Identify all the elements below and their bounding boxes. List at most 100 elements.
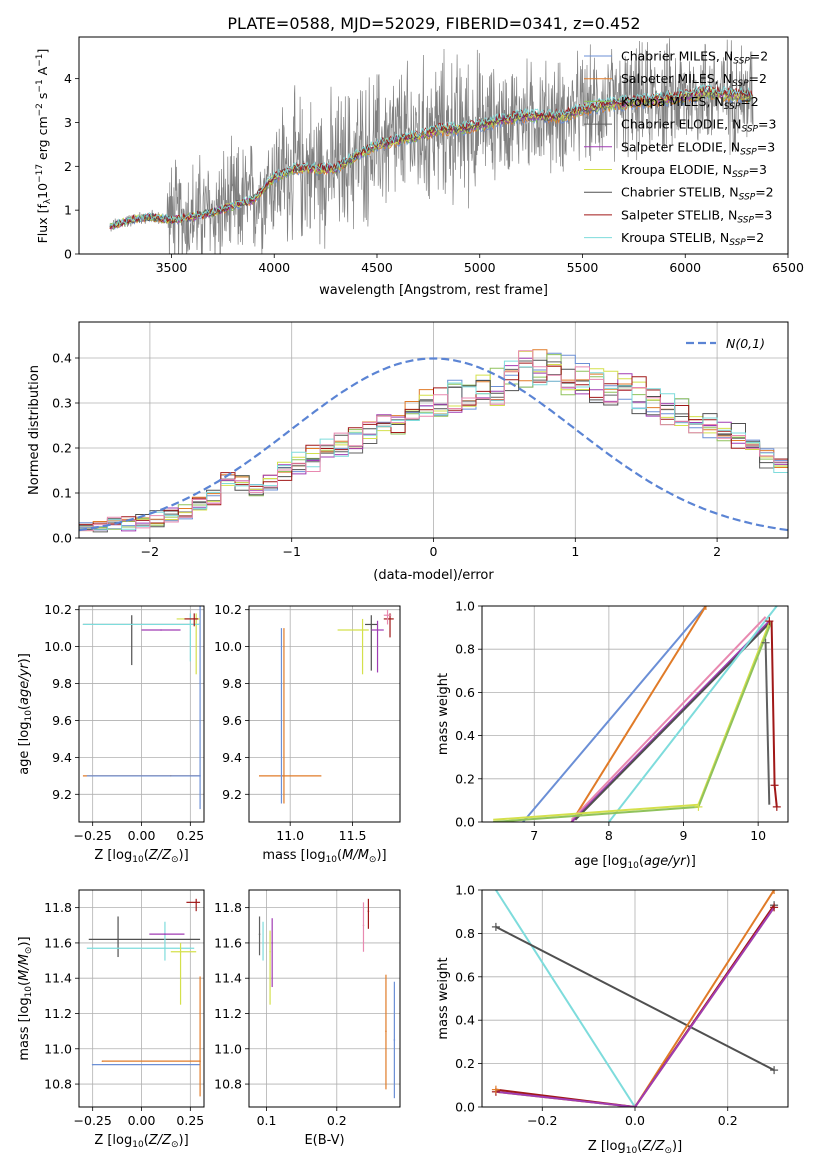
- data-point: [362, 924, 365, 927]
- y-tick-label: 11.8: [214, 900, 242, 915]
- legend-main: Kroupa ELODIE, N: [621, 162, 732, 177]
- label-part: A: [35, 66, 50, 79]
- y-tick-label: 0.3: [52, 396, 72, 411]
- y-tick-label: 0.6: [455, 969, 475, 984]
- y-tick-label: 11.2: [214, 1006, 242, 1021]
- y-tick-label: 9.8: [222, 676, 242, 691]
- y-tick-label: 1.0: [455, 599, 475, 614]
- legend-sub: SSP: [733, 57, 750, 67]
- data-point: [199, 1060, 201, 1062]
- y-tick-label: 11.2: [44, 1006, 72, 1021]
- x-tick-label: 0.00: [128, 828, 156, 843]
- label-part: 10: [627, 861, 639, 871]
- y-tick-label: 10.2: [214, 602, 242, 617]
- legend-tail: =2: [740, 94, 758, 109]
- legend-label: Kroupa MILES, NSSP=2: [621, 94, 759, 112]
- legend-main: Chabrier ELODIE, N: [621, 117, 741, 132]
- axes-frame: [248, 605, 401, 823]
- label-part: 10: [24, 710, 34, 722]
- y-tick-label: 9.4: [222, 750, 242, 765]
- legend-label: Salpeter ELODIE, NSSP=3: [621, 139, 775, 157]
- label-part: −1: [35, 54, 45, 67]
- y-tick-label: 11.6: [44, 935, 72, 950]
- legend-main: Salpeter MILES, N: [621, 71, 732, 86]
- legend-label: N(0,1): [726, 336, 765, 351]
- data-point: [164, 947, 166, 950]
- y-tick-label: 0.8: [455, 642, 475, 657]
- legend-sub: SSP: [741, 125, 758, 135]
- legend-label: Chabrier MILES, NSSP=2: [621, 49, 768, 67]
- x-tick-label: 11.5: [339, 828, 367, 843]
- x-tick-label: 2: [713, 544, 721, 559]
- x-tick-label: 10: [750, 828, 766, 843]
- legend-label: Chabrier ELODIE, NSSP=3: [621, 117, 776, 135]
- label-part: mass [log: [17, 997, 32, 1060]
- y-tick-label: 10.2: [44, 602, 72, 617]
- y-axis-label: mass weight: [436, 957, 451, 1039]
- y-tick-label: 0.2: [455, 771, 475, 786]
- label-part: 10: [626, 1146, 638, 1156]
- legend-label: Chabrier STELIB, NSSP=2: [621, 185, 774, 203]
- data-point: [361, 629, 364, 631]
- label-part: ⊙: [664, 1146, 672, 1156]
- data-point: [179, 950, 182, 953]
- x-tick-label: 11.0: [276, 828, 304, 843]
- x-tick-label: 4500: [361, 260, 393, 275]
- x-tick-label: 0.25: [176, 828, 204, 843]
- label-part: ⊙: [171, 855, 179, 865]
- data-point: [389, 618, 391, 620]
- data-spectrum-line: [109, 38, 754, 254]
- label-part: Z [log: [94, 848, 132, 863]
- y-tick-label: 1: [64, 203, 72, 218]
- legend-sub: SSP: [739, 193, 756, 203]
- label-part: (: [637, 1139, 642, 1154]
- label-part: )]: [179, 1133, 189, 1148]
- y-tick-label: 10.0: [214, 639, 242, 654]
- data-point: [376, 629, 379, 631]
- data-point: [101, 1060, 104, 1062]
- axes-frame: [481, 889, 789, 1108]
- label-part: 10: [132, 855, 144, 865]
- legend-sub: SSP: [729, 238, 746, 248]
- label-part: λ: [43, 198, 53, 204]
- x-tick-label: −0.25: [74, 828, 112, 843]
- label-part: ⊙: [171, 1140, 179, 1150]
- y-tick-label: 11.0: [44, 1041, 72, 1056]
- series-line-1: [522, 606, 707, 822]
- x-tick-label: 6000: [669, 260, 701, 275]
- histogram-series-7: [79, 359, 788, 538]
- data-point: [160, 629, 162, 631]
- y-tick-label: 10.8: [44, 1077, 72, 1092]
- panel-mass-weight-vs-metallicity: −0.2 0.0 0.2 0.0 0.2 0.4 0.6 0.8 1.0 Z [log10(Z/Z…: [436, 883, 789, 1156]
- label-part: ⊙: [369, 855, 377, 865]
- panel-mass-vs-ebv: 0.1 0.2 10.8 11.0 11.2 11.4 11.6 11.8 E(B-V): [214, 889, 401, 1148]
- x-tick-label: 3500: [156, 260, 188, 275]
- y-axis-label: Normed distribution: [27, 365, 42, 495]
- label-part: age/yr: [17, 662, 32, 705]
- legend-main: Salpeter STELIB, N: [621, 207, 737, 222]
- histogram-series-10: [79, 350, 788, 538]
- data-point: [258, 933, 261, 935]
- label-part: 10: [132, 1140, 144, 1150]
- y-tick-label: 11.8: [44, 900, 72, 915]
- y-tick-label: 11.6: [214, 935, 242, 950]
- label-part: Z/Z: [641, 1139, 665, 1154]
- label-part: age [log: [574, 854, 627, 869]
- x-axis-label: wavelength [Angstrom, rest frame]: [319, 283, 548, 298]
- label-part: 10: [35, 183, 50, 199]
- legend-label: Salpeter STELIB, NSSP=3: [621, 207, 772, 225]
- axes-frame: [78, 321, 789, 539]
- axes-frame: [78, 889, 205, 1108]
- x-tick-label: 0.00: [128, 1113, 156, 1128]
- x-tick-label: −0.2: [527, 1113, 557, 1128]
- series-line-3: [570, 616, 767, 821]
- legend-main: Chabrier STELIB, N: [621, 185, 739, 200]
- y-tick-label: 0.1: [52, 486, 72, 501]
- series-line-1: [495, 890, 636, 1107]
- y-tick-label: 0.0: [455, 1100, 475, 1115]
- label-part: erg cm: [35, 116, 50, 164]
- series-line-2: [570, 606, 707, 822]
- panel-mass-vs-metallicity: −0.25 0.00 0.25 10.8 11.0 11.2 11.4 11.6 11.8 Z […: [17, 889, 205, 1150]
- y-tick-label: 0.8: [455, 926, 475, 941]
- label-part: −17: [35, 164, 45, 183]
